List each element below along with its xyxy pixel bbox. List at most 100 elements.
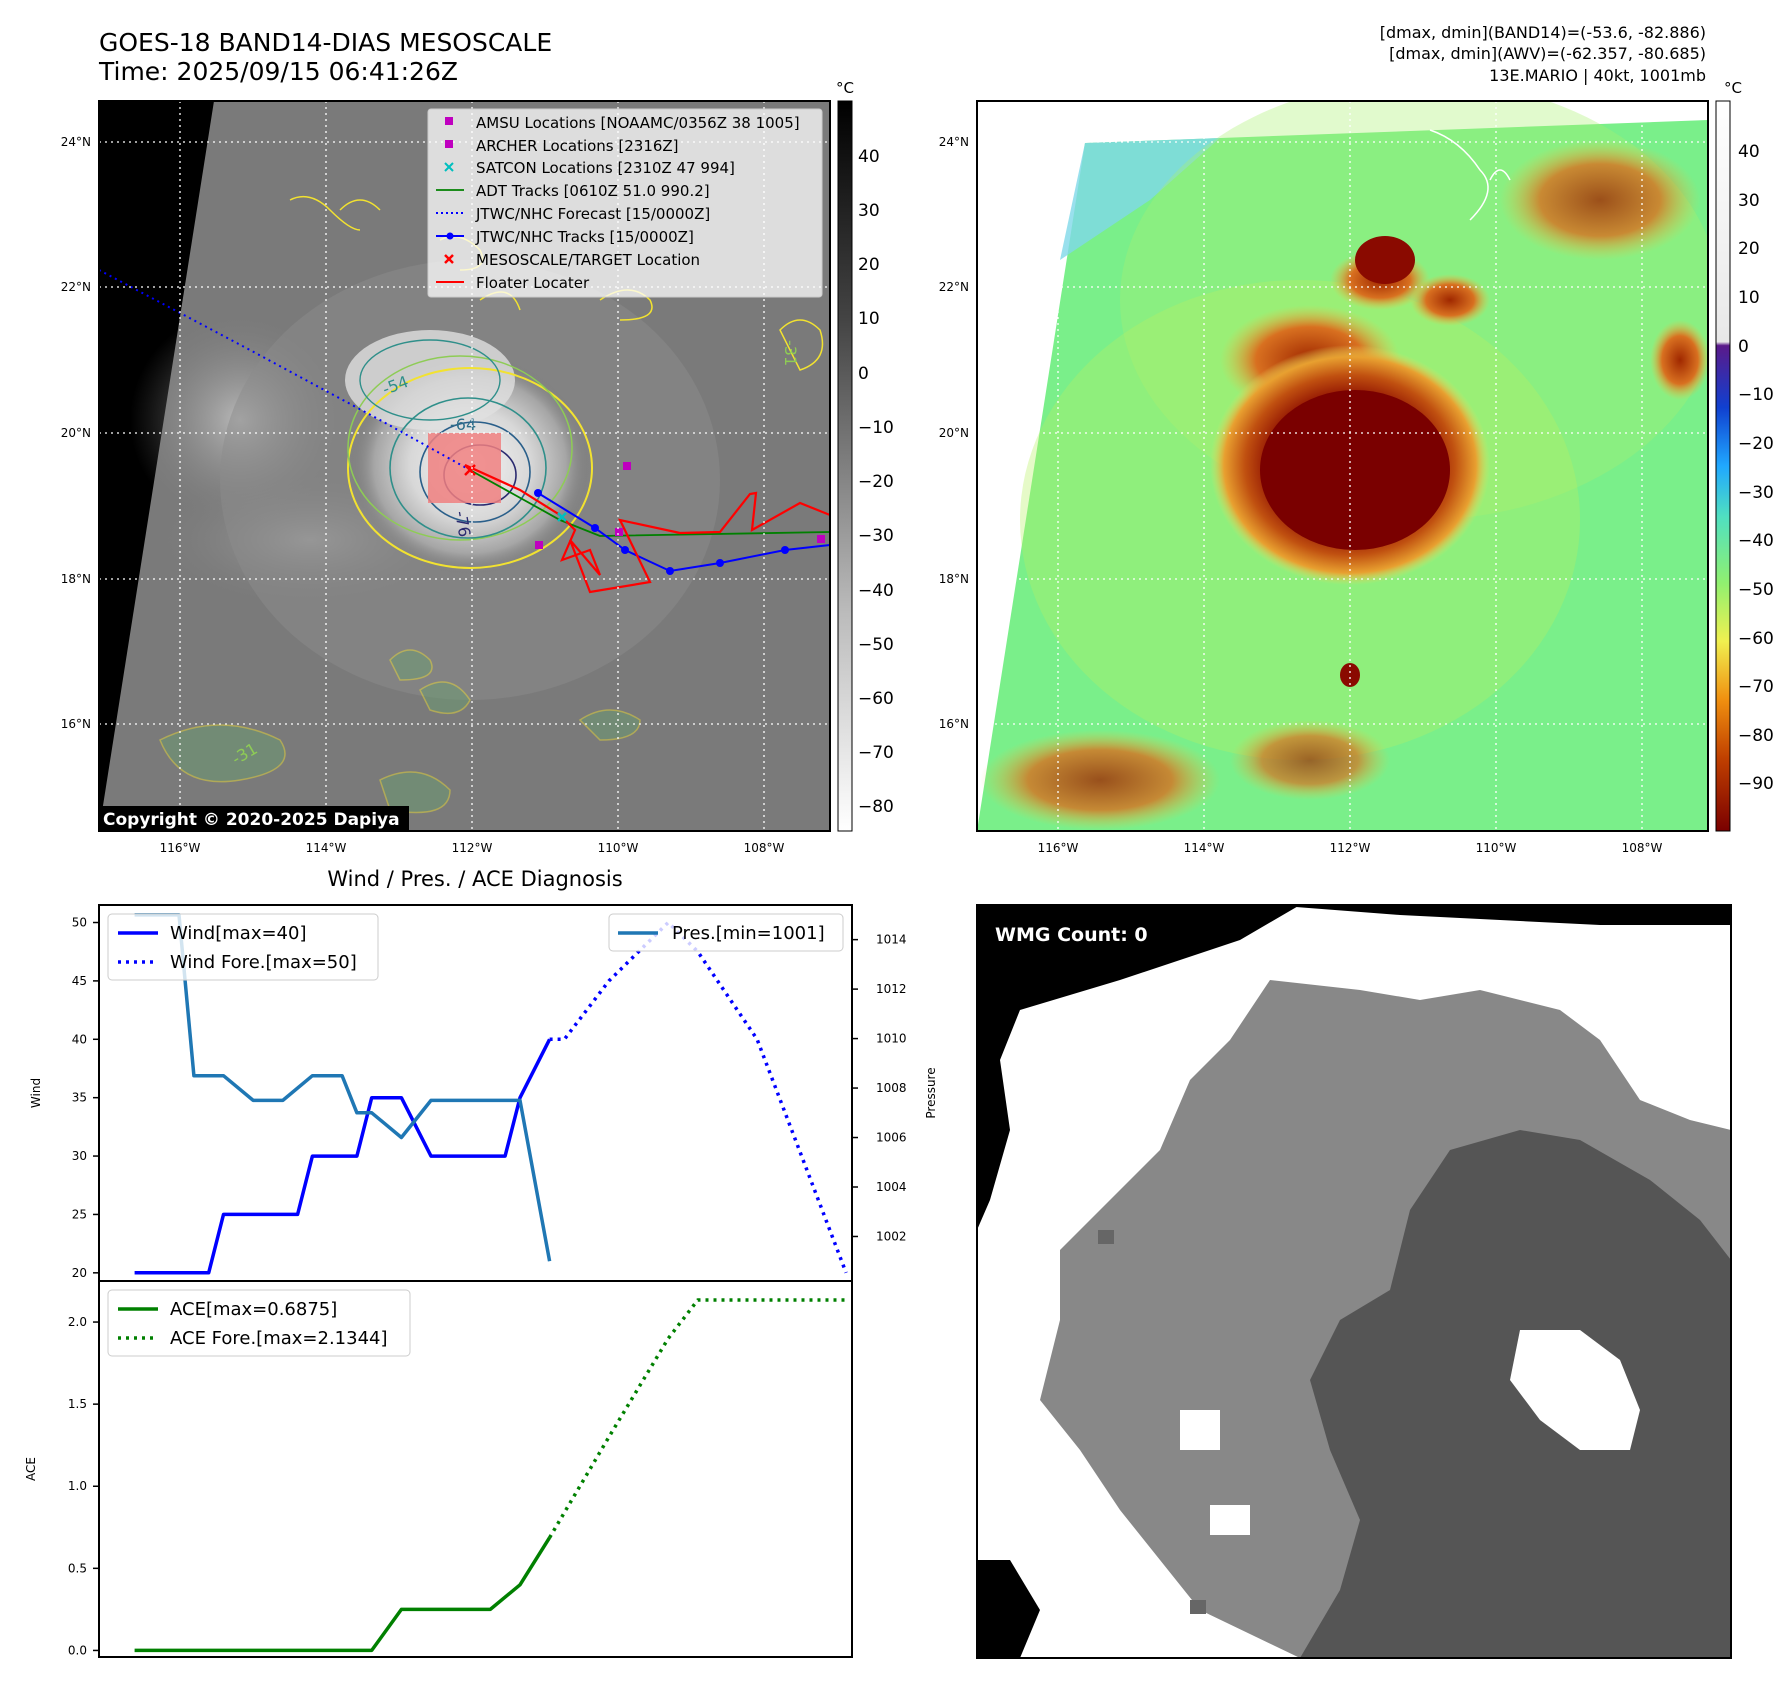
square-marker-icon bbox=[445, 140, 453, 148]
copyright-box bbox=[99, 806, 409, 831]
svg-text:−20: −20 bbox=[858, 472, 894, 492]
wmg-dark-region bbox=[1300, 1130, 1731, 1658]
svg-text:112°W: 112°W bbox=[452, 841, 493, 855]
svg-text:0: 0 bbox=[858, 364, 869, 384]
svg-text:20: 20 bbox=[1738, 239, 1760, 259]
svg-text:−70: −70 bbox=[1738, 677, 1774, 697]
svg-text:114°W: 114°W bbox=[1184, 841, 1225, 855]
right-map bbox=[977, 101, 1708, 831]
svg-text:108°W: 108°W bbox=[1622, 841, 1663, 855]
right-colorbar-unit: °C bbox=[1724, 79, 1742, 97]
svg-text:−80: −80 bbox=[1738, 726, 1774, 746]
svg-text:−40: −40 bbox=[858, 581, 894, 601]
contour-label-5: -31 bbox=[781, 340, 800, 366]
contour-label-3: -76 bbox=[451, 509, 474, 538]
legend-ace-fore: ACE Fore.[max=2.1344] bbox=[170, 1328, 388, 1349]
ytick-label: 2.0 bbox=[68, 1315, 87, 1329]
wind-legend: Wind[max=40] Wind Fore.[max=50] bbox=[107, 913, 379, 981]
legend-amsu: AMSU Locations [NOAAMC/0356Z 38 1005] bbox=[476, 114, 800, 132]
amsu-marker bbox=[623, 462, 631, 470]
legend-jtwc-forecast: JTWC/NHC Forecast [15/0000Z] bbox=[475, 205, 710, 223]
floater-track bbox=[464, 463, 830, 594]
ytick-label: 50 bbox=[72, 916, 87, 930]
left-colorbar-ticks: 40 30 20 10 0 −10 −20 −30 −40 −50 −60 −7… bbox=[858, 147, 894, 817]
y2tick-label: 1010 bbox=[876, 1032, 907, 1046]
svg-text:−50: −50 bbox=[858, 635, 894, 655]
svg-text:−10: −10 bbox=[1738, 385, 1774, 405]
wmg-frame bbox=[976, 904, 1732, 1659]
x-marker-icon bbox=[444, 162, 454, 172]
right-map-grid bbox=[977, 101, 1708, 831]
svg-text:40: 40 bbox=[858, 147, 880, 167]
adt-track bbox=[469, 469, 830, 537]
series-line-1 bbox=[548, 1298, 847, 1539]
svg-text:22°N: 22°N bbox=[939, 280, 969, 294]
y2tick-label: 1008 bbox=[876, 1081, 907, 1095]
legend-wind: Wind[max=40] bbox=[170, 923, 307, 944]
svg-text:110°W: 110°W bbox=[598, 841, 639, 855]
ytick-label: 45 bbox=[72, 974, 87, 988]
svg-text:30: 30 bbox=[858, 201, 880, 221]
ytick-label: 1.0 bbox=[68, 1479, 87, 1493]
svg-text:−80: −80 bbox=[858, 797, 894, 817]
svg-text:114°W: 114°W bbox=[306, 841, 347, 855]
square-marker-icon bbox=[445, 117, 453, 125]
svg-text:20°N: 20°N bbox=[939, 426, 969, 440]
svg-text:20: 20 bbox=[858, 255, 880, 275]
svg-text:40: 40 bbox=[1738, 142, 1760, 162]
right-map-frame bbox=[976, 100, 1709, 832]
svg-text:−60: −60 bbox=[858, 689, 894, 709]
right-storm-core bbox=[1260, 390, 1450, 550]
svg-text:30: 30 bbox=[1738, 191, 1760, 211]
wind-yticks: 20 25 30 35 40 45 50 bbox=[72, 916, 99, 1280]
svg-text:18°N: 18°N bbox=[61, 572, 91, 586]
ace-legend: ACE[max=0.6875] ACE Fore.[max=2.1344] bbox=[107, 1289, 411, 1357]
ytick-label: 0.5 bbox=[68, 1561, 87, 1575]
svg-text:−60: −60 bbox=[1738, 629, 1774, 649]
ytick-label: 30 bbox=[72, 1149, 87, 1163]
ytick-label: 1.5 bbox=[68, 1397, 87, 1411]
left-colorbar bbox=[837, 100, 853, 832]
y2tick-label: 1012 bbox=[876, 982, 907, 996]
svg-text:−30: −30 bbox=[858, 526, 894, 546]
wmg-count-label: WMG Count: 0 bbox=[995, 924, 1148, 946]
ace-yticks: 0.0 0.5 1.0 1.5 2.0 bbox=[68, 1315, 99, 1657]
diag-title: Wind / Pres. / ACE Diagnosis bbox=[327, 867, 622, 891]
right-map-lat-labels: 24°N 22°N 20°N 18°N 16°N bbox=[939, 135, 969, 731]
legend-pres: Pres.[min=1001] bbox=[672, 923, 825, 944]
svg-text:−90: −90 bbox=[1738, 774, 1774, 794]
y2tick-label: 1002 bbox=[876, 1229, 907, 1243]
svg-text:10: 10 bbox=[1738, 288, 1760, 308]
legend-satcon: SATCON Locations [2310Z 47 994] bbox=[476, 159, 735, 177]
figure-time: Time: 2025/09/15 06:41:26Z bbox=[98, 57, 458, 86]
series-line-2 bbox=[134, 913, 552, 1262]
ace-ylabel: ACE bbox=[24, 1457, 38, 1481]
jtwc-forecast-track bbox=[99, 269, 471, 471]
pressure-yticks: 1002 1004 1006 1008 1010 1012 1014 bbox=[852, 933, 907, 1243]
pressure-legend: Pres.[min=1001] bbox=[608, 913, 844, 952]
svg-text:10: 10 bbox=[858, 309, 880, 329]
svg-text:110°W: 110°W bbox=[1476, 841, 1517, 855]
archer-marker bbox=[535, 541, 543, 549]
figure-title: GOES-18 BAND14-DIAS MESOSCALE bbox=[99, 28, 552, 57]
svg-text:−30: −30 bbox=[1738, 483, 1774, 503]
svg-text:24°N: 24°N bbox=[939, 135, 969, 149]
series-line-0 bbox=[134, 1038, 552, 1275]
contour-label-2: -64 bbox=[450, 415, 476, 434]
legend-archer: ARCHER Locations [2316Z] bbox=[476, 137, 679, 155]
legend-jtwc-tracks: JTWC/NHC Tracks [15/0000Z] bbox=[475, 228, 694, 246]
y2tick-label: 1014 bbox=[876, 933, 907, 947]
y2tick-label: 1006 bbox=[876, 1131, 907, 1145]
right-map-lon-labels: 116°W 114°W 112°W 110°W 108°W bbox=[1038, 841, 1663, 855]
ytick-label: 20 bbox=[72, 1266, 87, 1280]
y2tick-label: 1004 bbox=[876, 1180, 907, 1194]
left-map-frame bbox=[98, 100, 831, 832]
ytick-label: 0.0 bbox=[68, 1643, 87, 1657]
left-map-lon-labels: 116°W 114°W 112°W 110°W 108°W bbox=[160, 841, 785, 855]
ytick-label: 40 bbox=[72, 1032, 87, 1046]
x-marker-icon bbox=[444, 254, 454, 264]
left-map-lat-labels: 24°N 22°N 20°N 18°N 16°N bbox=[61, 135, 91, 731]
legend-wind-fore: Wind Fore.[max=50] bbox=[170, 952, 357, 973]
legend-ace: ACE[max=0.6875] bbox=[170, 1299, 337, 1320]
